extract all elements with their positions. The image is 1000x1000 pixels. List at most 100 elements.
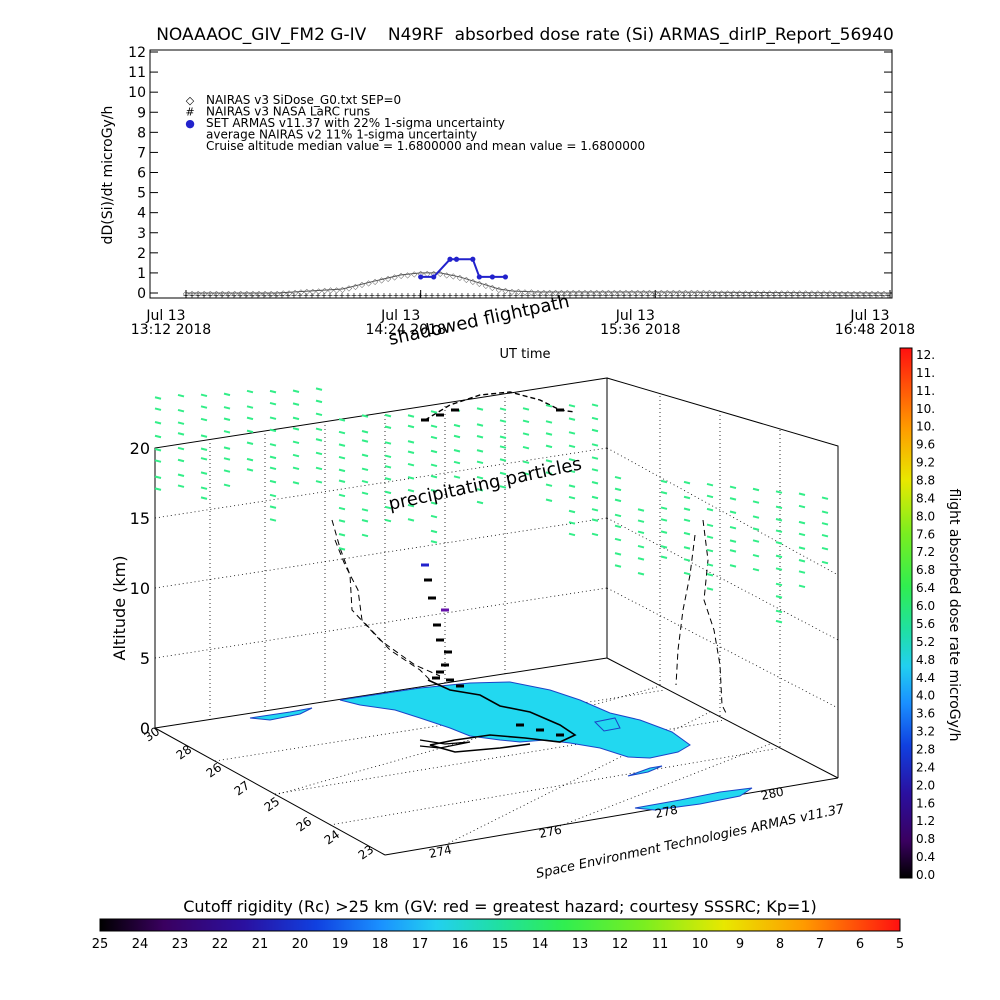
dose-rate-colorbar-tick: 8.8 [916, 474, 935, 488]
dose-rate-colorbar-tick: 7.6 [916, 527, 935, 541]
series-marker-baseline: + [513, 291, 520, 300]
particle-mark [706, 573, 714, 577]
series-marker-baseline: + [387, 291, 394, 300]
particle-mark [407, 424, 415, 429]
series-marker-baseline: + [813, 291, 820, 300]
series-marker-armas [418, 274, 424, 280]
series-marker-nairas: ◇ [611, 288, 618, 297]
particle-mark [614, 537, 622, 542]
particle-mark [200, 486, 208, 490]
cutoff-rigidity-colorbar-tick: 5 [896, 937, 904, 952]
series-marker-baseline: + [339, 291, 346, 300]
series-marker-nairas: ◇ [761, 288, 768, 297]
series-marker-baseline: + [621, 291, 628, 300]
particle-mark [706, 535, 714, 539]
particle-mark [154, 459, 162, 463]
series-marker-baseline: + [585, 291, 592, 300]
particle-mark [315, 427, 323, 432]
particle-mark [752, 487, 760, 492]
particle-mark [338, 533, 346, 537]
series-marker-baseline: + [447, 291, 454, 300]
particle-mark [775, 518, 783, 522]
dose-rate-colorbar-tick: 9.2 [916, 456, 935, 470]
series-marker-baseline: + [555, 291, 562, 300]
particle-mark [614, 498, 622, 503]
series-marker-baseline: + [717, 291, 724, 300]
altitude-tick-label: 10 [130, 579, 150, 598]
series-marker-baseline: + [237, 291, 244, 300]
series-marker-baseline: + [267, 291, 274, 300]
series-marker-baseline: + [687, 291, 694, 300]
particle-mark [568, 521, 576, 525]
dose-rate-colorbar-tick: 12. [916, 348, 935, 362]
dose-rate-colorbar-tick: 4.0 [916, 689, 935, 703]
particle-mark [200, 447, 208, 451]
dose-rate-colorbar-tick: 3.2 [916, 725, 935, 739]
particle-mark [223, 406, 231, 410]
series-marker-nairas: ◇ [195, 289, 202, 298]
particle-mark [430, 435, 438, 440]
series-marker-baseline: + [297, 291, 304, 300]
series-marker-nairas: ◇ [238, 289, 245, 298]
series-marker-baseline: + [219, 291, 226, 300]
series-marker-nairas: ◇ [605, 288, 612, 297]
particle-mark [706, 523, 714, 528]
legend-entry: Cruise altitude median value = 1.6800000… [206, 139, 645, 153]
cutoff-rigidity-colorbar: Cutoff rigidity (Rc) >25 km (GV: red = g… [92, 897, 904, 952]
series-marker-nairas: ◇ [268, 289, 275, 298]
particle-mark [660, 479, 668, 484]
particle-mark [361, 453, 369, 458]
timeseries-y-tick-label: 8 [137, 125, 146, 141]
series-marker-nairas: ◇ [688, 288, 695, 297]
series-marker-nairas: ◇ [676, 288, 683, 297]
particle-mark [430, 474, 438, 479]
series-marker-baseline: + [261, 291, 268, 300]
series-marker-nairas: ◇ [767, 288, 774, 297]
timeseries-y-tick-label: 3 [137, 226, 146, 242]
series-marker-nairas: ◇ [833, 289, 840, 298]
series-marker-baseline: + [777, 291, 784, 300]
particle-mark [798, 546, 806, 550]
series-marker-baseline: + [831, 291, 838, 300]
series-marker-nairas: ◇ [821, 289, 828, 298]
series-marker-nairas: ◇ [730, 288, 737, 297]
particle-mark [545, 483, 553, 487]
dose-rate-colorbar: 12. 11. 11. 10. 10. 9.6 9.2 8.8 8.4 8.0 7.6 7.2 6.8 6… [899, 347, 962, 882]
particle-mark [407, 462, 415, 467]
particle-mark [407, 518, 415, 522]
dose-rate-colorbar-tick: 5.6 [916, 617, 935, 631]
particle-mark [246, 468, 254, 472]
series-marker-baseline: + [375, 291, 382, 300]
longitude-tick-label: 280 [760, 784, 785, 802]
particle-mark [499, 435, 507, 439]
particle-mark [568, 404, 576, 408]
precipitating-particles [154, 387, 829, 624]
series-marker-nairas: ◇ [845, 289, 852, 298]
flight-dose-point [556, 408, 564, 412]
particle-mark [384, 425, 392, 429]
series-marker-nairas: ◇ [489, 283, 496, 292]
dose-rate-colorbar-tick: 0.8 [916, 832, 935, 846]
particle-mark [821, 560, 829, 565]
series-marker-baseline: + [807, 291, 814, 300]
series-marker-baseline: + [855, 291, 862, 300]
flight-dose-point [444, 650, 452, 654]
series-marker-nairas: ◇ [599, 288, 606, 297]
particle-mark [821, 546, 829, 551]
altitude-tick-label: 20 [130, 439, 150, 458]
particle-mark [729, 485, 737, 490]
particle-mark [683, 480, 691, 485]
cutoff-rigidity-colorbar-tick: 18 [372, 937, 389, 952]
particle-mark [729, 497, 737, 501]
dose-rate-colorbar-tick: 1.2 [916, 814, 935, 828]
dose-rate-colorbar-tick: 11. [916, 384, 935, 398]
timeseries-frame [149, 49, 893, 299]
series-marker-baseline: + [627, 291, 634, 300]
series-marker-baseline: + [591, 291, 598, 300]
flight-dose-point [536, 728, 544, 732]
particle-mark [568, 417, 576, 421]
series-marker-nairas: ◇ [755, 288, 762, 297]
particle-mark [338, 519, 346, 523]
series-marker-nairas: ◇ [724, 288, 731, 297]
